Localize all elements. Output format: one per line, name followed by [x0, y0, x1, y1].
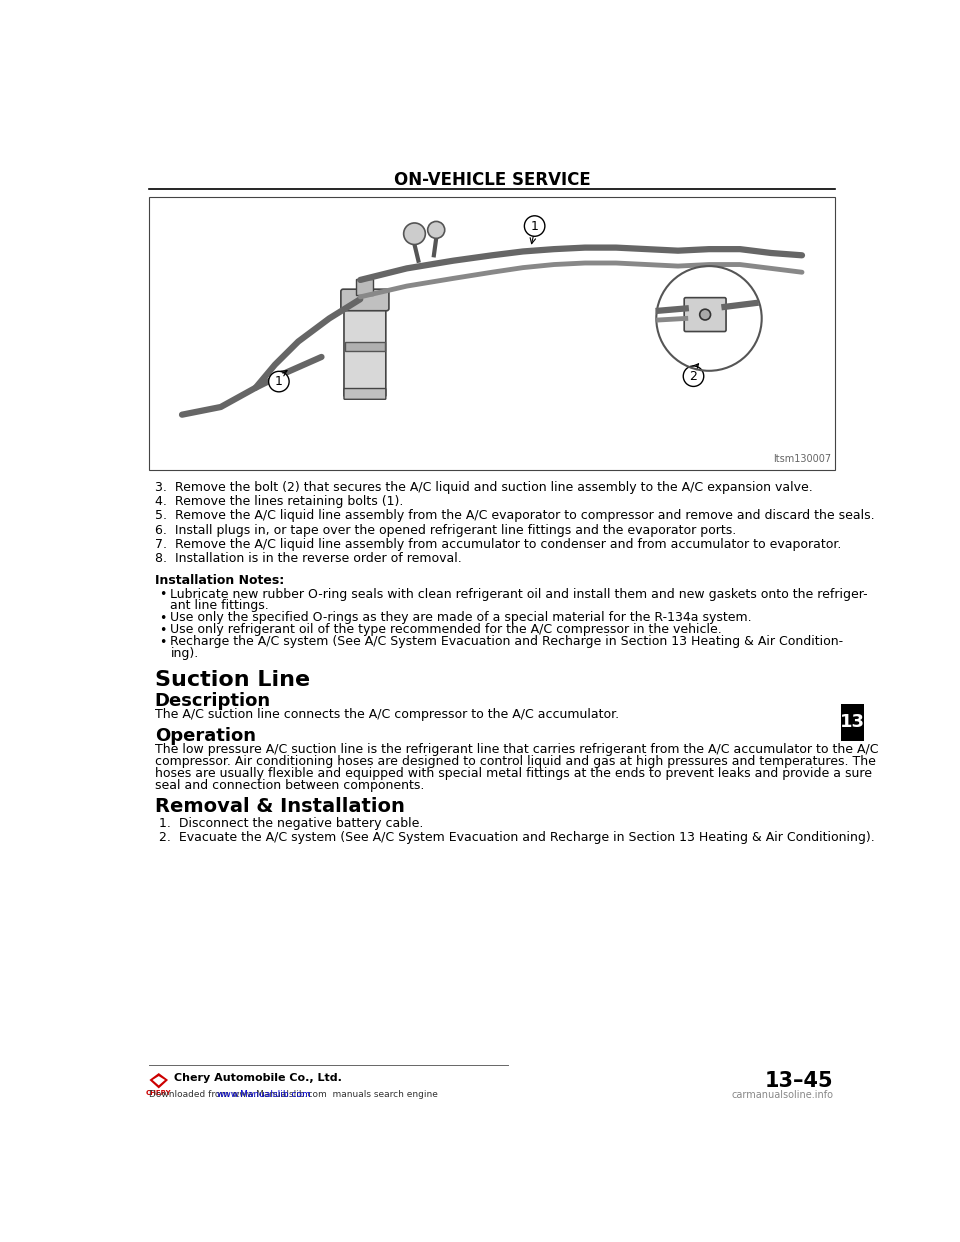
Text: 1: 1: [531, 220, 539, 232]
Text: 3.  Remove the bolt (2) that secures the A/C liquid and suction line assembly to: 3. Remove the bolt (2) that secures the …: [155, 481, 812, 494]
Text: Recharge the A/C system (See A/C System Evacuation and Recharge in Section 13 He: Recharge the A/C system (See A/C System …: [170, 636, 844, 648]
Text: Removal & Installation: Removal & Installation: [155, 797, 405, 816]
Text: Description: Description: [155, 692, 271, 709]
Text: seal and connection between components.: seal and connection between components.: [155, 779, 424, 792]
Text: compressor. Air conditioning hoses are designed to control liquid and gas at hig: compressor. Air conditioning hoses are d…: [155, 755, 876, 769]
FancyBboxPatch shape: [344, 389, 386, 399]
Text: •: •: [158, 625, 166, 637]
Text: The low pressure A/C suction line is the refrigerant line that carries refrigera: The low pressure A/C suction line is the…: [155, 744, 878, 756]
Text: •: •: [158, 612, 166, 625]
Text: Downloaded from www.Manualslib.com  manuals search engine: Downloaded from www.Manualslib.com manua…: [150, 1090, 439, 1099]
Polygon shape: [150, 1073, 168, 1088]
Circle shape: [427, 221, 444, 238]
Text: Use only refrigerant oil of the type recommended for the A/C compressor in the v: Use only refrigerant oil of the type rec…: [170, 623, 722, 636]
Text: 1: 1: [275, 375, 283, 388]
FancyBboxPatch shape: [150, 196, 834, 471]
FancyBboxPatch shape: [841, 704, 864, 740]
Text: Operation: Operation: [155, 727, 256, 744]
Text: ON-VEHICLE SERVICE: ON-VEHICLE SERVICE: [394, 170, 590, 189]
FancyBboxPatch shape: [341, 289, 389, 310]
Text: 6.  Install plugs in, or tape over the opened refrigerant line fittings and the : 6. Install plugs in, or tape over the op…: [155, 524, 736, 537]
FancyBboxPatch shape: [345, 342, 385, 350]
Text: The A/C suction line connects the A/C compressor to the A/C accumulator.: The A/C suction line connects the A/C co…: [155, 708, 619, 722]
Text: 13–45: 13–45: [764, 1071, 833, 1090]
FancyBboxPatch shape: [684, 298, 726, 332]
FancyBboxPatch shape: [356, 279, 373, 294]
Text: 1.  Disconnect the negative battery cable.: 1. Disconnect the negative battery cable…: [158, 817, 423, 831]
Text: hoses are usually flexible and equipped with special metal fittings at the ends : hoses are usually flexible and equipped …: [155, 768, 872, 780]
Text: 7.  Remove the A/C liquid line assembly from accumulator to condenser and from a: 7. Remove the A/C liquid line assembly f…: [155, 538, 841, 551]
FancyBboxPatch shape: [344, 301, 386, 396]
Text: Suction Line: Suction Line: [155, 669, 310, 691]
Circle shape: [403, 224, 425, 245]
Text: Installation Notes:: Installation Notes:: [155, 574, 284, 587]
Text: carmanualsoline.info: carmanualsoline.info: [731, 1089, 833, 1099]
Text: •: •: [158, 636, 166, 650]
Text: Use only the specified O-rings as they are made of a special material for the R-: Use only the specified O-rings as they a…: [170, 611, 752, 625]
Text: ing).: ing).: [170, 647, 199, 661]
Text: 5.  Remove the A/C liquid line assembly from the A/C evaporator to compressor an: 5. Remove the A/C liquid line assembly f…: [155, 509, 875, 523]
Text: 13: 13: [840, 713, 865, 732]
Text: ant line fittings.: ant line fittings.: [170, 600, 269, 612]
Text: 2.  Evacuate the A/C system (See A/C System Evacuation and Recharge in Section 1: 2. Evacuate the A/C system (See A/C Syst…: [158, 831, 875, 843]
Text: 2: 2: [689, 370, 697, 383]
Text: •: •: [158, 589, 166, 601]
Circle shape: [700, 309, 710, 320]
Text: www.Manualslib.com: www.Manualslib.com: [217, 1090, 312, 1099]
Text: 8.  Installation is in the reverse order of removal.: 8. Installation is in the reverse order …: [155, 553, 462, 565]
Text: 4.  Remove the lines retaining bolts (1).: 4. Remove the lines retaining bolts (1).: [155, 496, 403, 508]
Text: Lubricate new rubber O-ring seals with clean refrigerant oil and install them an: Lubricate new rubber O-ring seals with c…: [170, 587, 868, 601]
Text: ltsm130007: ltsm130007: [774, 455, 831, 465]
Text: Chery Automobile Co., Ltd.: Chery Automobile Co., Ltd.: [175, 1073, 342, 1083]
Polygon shape: [153, 1076, 165, 1086]
Text: CHERY: CHERY: [146, 1090, 172, 1095]
